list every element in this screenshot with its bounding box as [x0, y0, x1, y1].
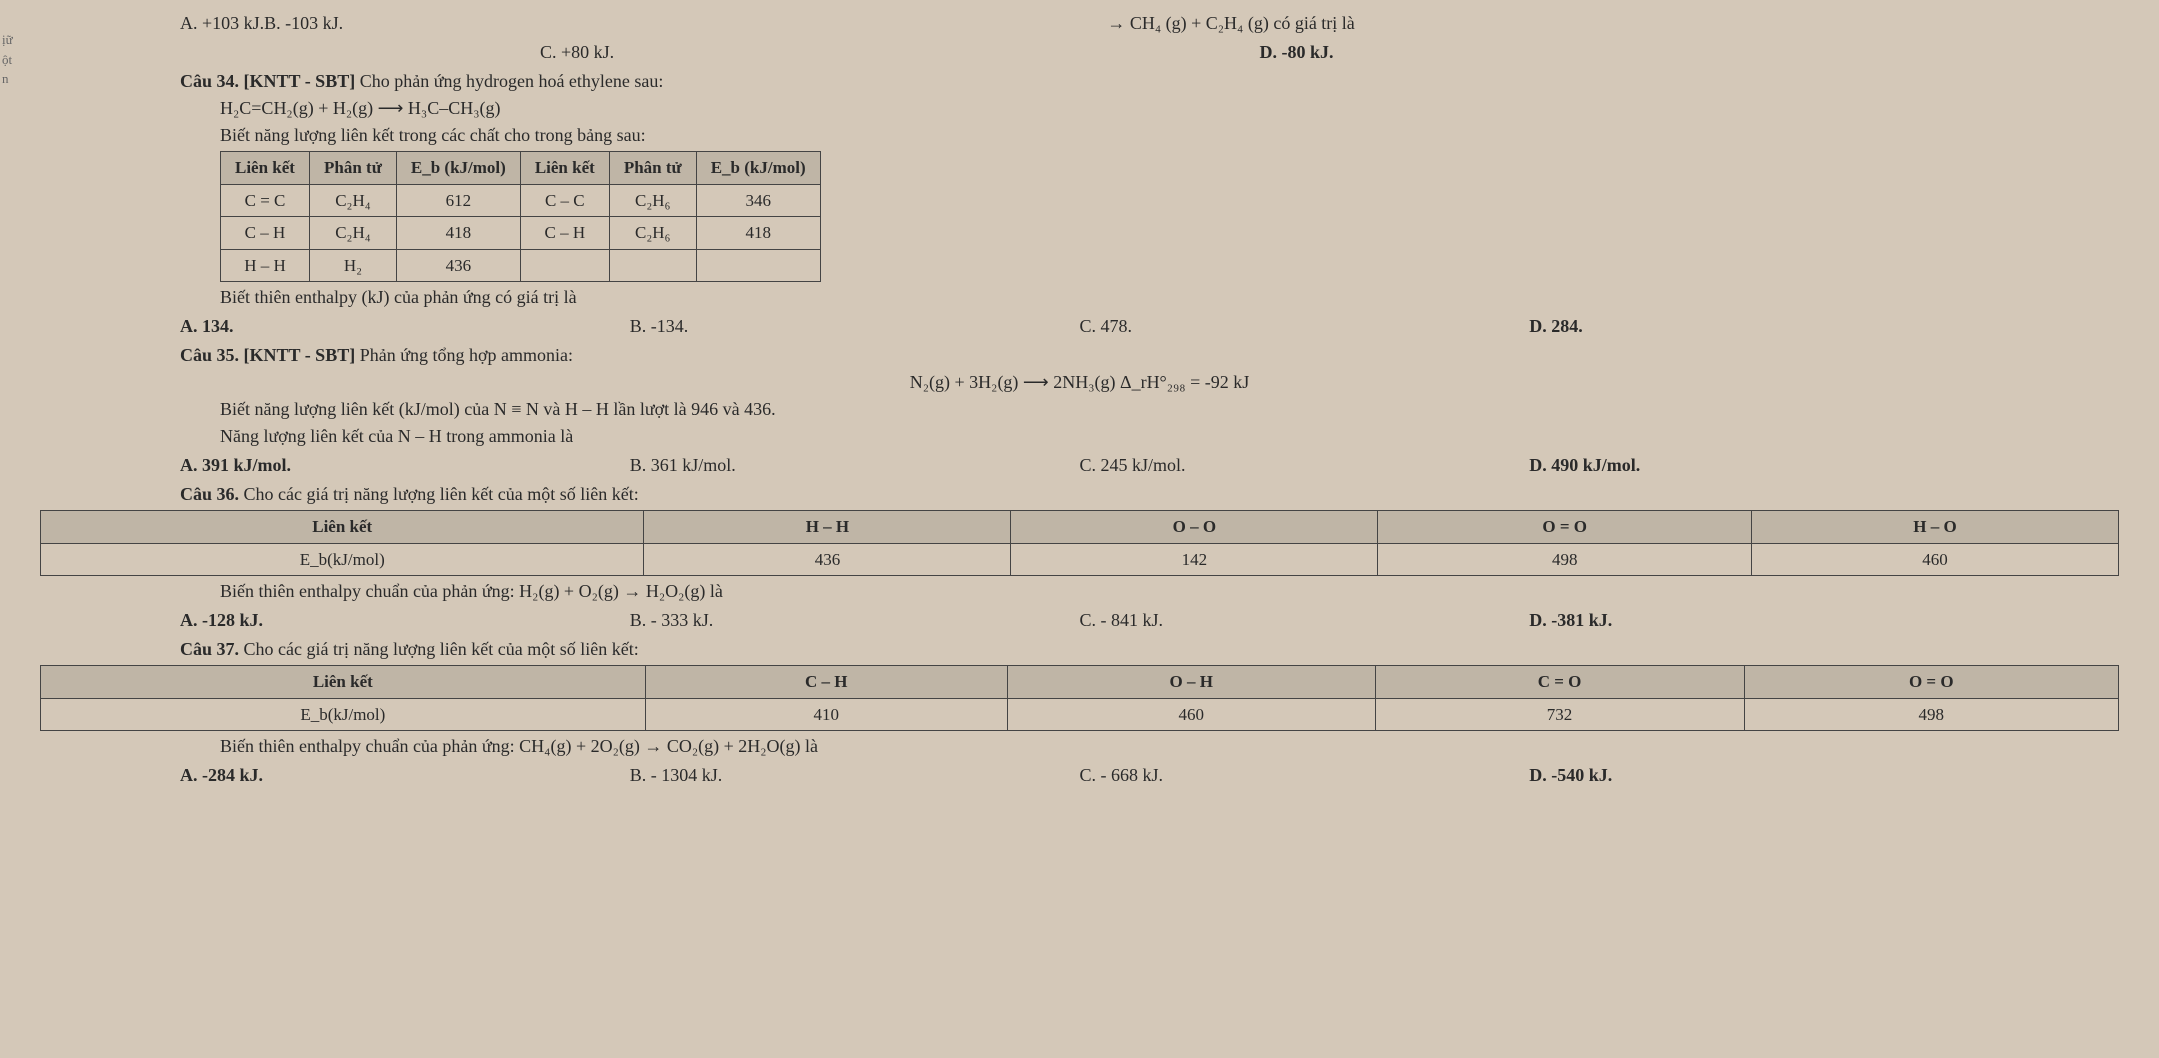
q37-line: Câu 37. Cho các giá trị năng lượng liên … [180, 636, 2119, 663]
q34-after: Biết thiên enthalpy (kJ) của phản ứng có… [220, 284, 2119, 311]
top-frag: → CH₄ (g) + C₂H₄ (g) có giá trị là [343, 10, 2119, 37]
q36-h4: H – O [1752, 511, 2119, 544]
q35-opt-a: A. 391 kJ/mol. [180, 452, 630, 479]
q34-h3: Liên kết [520, 152, 609, 185]
top-opt-c: C. +80 kJ. [540, 39, 1260, 66]
q35-line: Câu 35. [KNTT - SBT] Phản ứng tổng hợp a… [180, 342, 2119, 369]
q36-table: Liên kết H – H O – O O = O H – O E_b(kJ/… [40, 510, 2119, 576]
q36-h1: H – H [644, 511, 1011, 544]
q37-opts: A. -284 kJ. B. - 1304 kJ. C. - 668 kJ. D… [180, 762, 1979, 789]
table-row: E_b(kJ/mol) 436 142 498 460 [41, 543, 2119, 576]
q36-title: Câu 36. [180, 484, 239, 504]
top-opt-d: D. -80 kJ. [1260, 39, 1980, 66]
q34-line2: Biết năng lượng liên kết trong các chất … [220, 122, 2119, 149]
margin-notes: ịữ ột n [2, 30, 13, 89]
q35-opts: A. 391 kJ/mol. B. 361 kJ/mol. C. 245 kJ/… [180, 452, 1979, 479]
table-row: H – HH₂436 [221, 249, 821, 282]
top-opt-b: B. -103 kJ. [264, 10, 343, 37]
q35-line3: Năng lượng liên kết của N – H trong ammo… [220, 423, 2119, 450]
q34-table: Liên kết Phân tử E_b (kJ/mol) Liên kết P… [220, 151, 821, 282]
q34-title: Câu 34. [KNTT - SBT] [180, 71, 355, 91]
q34-opt-d: D. 284. [1529, 313, 1979, 340]
table-row: C – HC₂H₄418C – HC₂H₆418 [221, 217, 821, 250]
q34-opts: A. 134. B. -134. C. 478. D. 284. [180, 313, 1979, 340]
q36-opt-c: C. - 841 kJ. [1080, 607, 1530, 634]
table-row: E_b(kJ/mol) 410 460 732 498 [41, 698, 2119, 731]
q35-opt-b: B. 361 kJ/mol. [630, 452, 1080, 479]
q35-text: Phản ứng tổng hợp ammonia: [360, 345, 573, 365]
q34-opt-a: A. 134. [180, 313, 630, 340]
q37-table: Liên kết C – H O – H C = O O = O E_b(kJ/… [40, 665, 2119, 731]
q37-title: Câu 37. [180, 639, 239, 659]
table-row: C = CC₂H₄612C – CC₂H₆346 [221, 184, 821, 217]
q37-opt-c: C. - 668 kJ. [1080, 762, 1530, 789]
q37-h0: Liên kết [41, 666, 646, 699]
q37-opt-b: B. - 1304 kJ. [630, 762, 1080, 789]
q36-h0: Liên kết [41, 511, 644, 544]
q35-eq: N₂(g) + 3H₂(g) ⟶ 2NH₃(g) Δ_rH°₂₉₈ = -92 … [40, 369, 2119, 396]
q34-eq: H₂C=CH₂(g) + H₂(g) ⟶ H₃C–CH₃(g) [220, 95, 2119, 122]
q35-opt-d: D. 490 kJ/mol. [1529, 452, 1979, 479]
q37-text: Cho các giá trị năng lượng liên kết của … [244, 639, 639, 659]
q37-h2: O – H [1007, 666, 1375, 699]
q34-line: Câu 34. [KNTT - SBT] Cho phản ứng hydrog… [180, 68, 2119, 95]
q36-rowlabel: E_b(kJ/mol) [41, 543, 644, 576]
q36-text: Cho các giá trị năng lượng liên kết của … [244, 484, 639, 504]
q36-after: Biến thiên enthalpy chuẩn của phản ứng: … [220, 578, 2119, 605]
q34-text: Cho phản ứng hydrogen hoá ethylene sau: [360, 71, 664, 91]
q34-h4: Phân tử [609, 152, 696, 185]
q37-opt-a: A. -284 kJ. [180, 762, 630, 789]
q34-opt-b: B. -134. [630, 313, 1080, 340]
q34-h5: E_b (kJ/mol) [696, 152, 820, 185]
q37-rowlabel: E_b(kJ/mol) [41, 698, 646, 731]
q36-opt-d: D. -381 kJ. [1529, 607, 1979, 634]
q35-line2: Biết năng lượng liên kết (kJ/mol) của N … [220, 396, 2119, 423]
q36-opt-a: A. -128 kJ. [180, 607, 630, 634]
q36-h2: O – O [1011, 511, 1378, 544]
q35-opt-c: C. 245 kJ/mol. [1080, 452, 1530, 479]
q34-h2: E_b (kJ/mol) [396, 152, 520, 185]
q36-opts: A. -128 kJ. B. - 333 kJ. C. - 841 kJ. D.… [180, 607, 1979, 634]
q34-h1: Phân tử [309, 152, 396, 185]
q34-h0: Liên kết [221, 152, 310, 185]
top-opts-cd: C. +80 kJ. D. -80 kJ. [540, 39, 1979, 66]
q34-opt-c: C. 478. [1080, 313, 1530, 340]
q36-line: Câu 36. Cho các giá trị năng lượng liên … [180, 481, 2119, 508]
q37-h3: C = O [1375, 666, 1744, 699]
q36-opt-b: B. - 333 kJ. [630, 607, 1080, 634]
top-opt-a: A. +103 kJ. [180, 10, 264, 37]
top-fragment: A. +103 kJ. B. -103 kJ. → CH₄ (g) + C₂H₄… [180, 10, 2119, 37]
q37-h1: C – H [645, 666, 1007, 699]
q36-h3: O = O [1378, 511, 1752, 544]
q37-h4: O = O [1744, 666, 2118, 699]
q35-title: Câu 35. [KNTT - SBT] [180, 345, 355, 365]
q37-after: Biến thiên enthalpy chuẩn của phản ứng: … [220, 733, 2119, 760]
q37-opt-d: D. -540 kJ. [1529, 762, 1979, 789]
